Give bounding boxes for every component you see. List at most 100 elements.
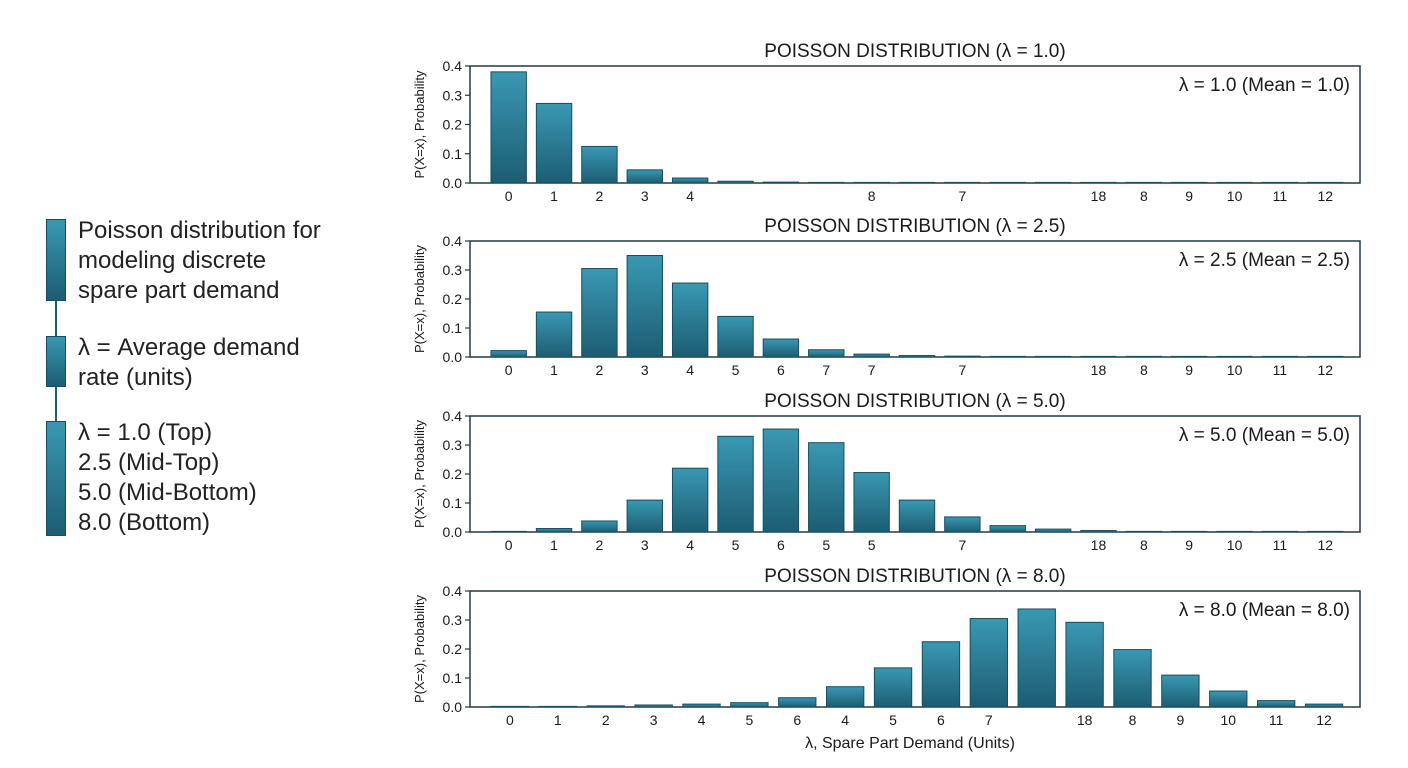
x-tick-label: 1	[550, 362, 558, 378]
bar	[581, 268, 618, 358]
x-tick-label: 4	[841, 712, 849, 728]
chart-panel: POISSON DISTRIBUTION (λ = 5.0) 0.0 0.1 0.2 0…	[412, 391, 1361, 553]
x-tick-label: 18	[1091, 537, 1107, 553]
x-tick-label: 6	[937, 712, 945, 728]
bar	[586, 705, 625, 708]
bar	[490, 350, 527, 358]
bar	[490, 705, 530, 708]
bar	[969, 618, 1009, 708]
y-tick-label: 0.2	[443, 466, 463, 482]
x-tick-label: 2	[596, 362, 604, 378]
legend-swatch	[46, 219, 66, 301]
bar	[1216, 181, 1253, 184]
x-tick-label: 12	[1318, 362, 1334, 378]
legend-connector	[55, 386, 57, 422]
bar	[581, 145, 618, 184]
bar	[730, 702, 769, 708]
y-tick-label: 0.1	[443, 670, 463, 686]
y-tick-label: 0.1	[443, 146, 463, 162]
chart-title: POISSON DISTRIBUTION (λ = 8.0)	[764, 566, 1065, 587]
chart-annotation: λ = 5.0 (Mean = 5.0)	[1179, 425, 1350, 446]
x-tick-label: 8	[868, 188, 876, 204]
x-axis-label: λ, Spare Part Demand (Units)	[805, 735, 1015, 752]
bar	[535, 311, 573, 358]
bar	[1125, 355, 1163, 358]
bar	[1161, 674, 1200, 708]
x-tick-label: 9	[1176, 712, 1184, 728]
bar	[873, 667, 913, 708]
bar	[762, 428, 800, 533]
bar	[490, 530, 527, 533]
x-tick-label: 9	[1185, 362, 1193, 378]
bar	[853, 472, 890, 533]
x-tick-label: 4	[698, 712, 706, 728]
x-tick-label: 3	[641, 188, 649, 204]
x-tick-label: 12	[1316, 712, 1332, 728]
bar	[853, 353, 890, 358]
y-tick-label: 0.3	[443, 437, 463, 453]
bar	[989, 181, 1026, 184]
x-tick-label: 4	[686, 362, 694, 378]
legend-item: Poisson distribution for modeling discre…	[78, 216, 321, 306]
bar	[1307, 355, 1344, 358]
bar	[626, 255, 663, 358]
bar	[808, 181, 845, 184]
legend-line-text: λ = 1.0 (Top)	[78, 419, 213, 446]
legend-connector	[55, 300, 57, 338]
bar	[1209, 690, 1248, 708]
y-tick-label: 0.4	[443, 583, 463, 599]
y-tick-label: 0.4	[443, 233, 463, 249]
bar	[1171, 355, 1208, 358]
x-tick-label: 12	[1318, 188, 1334, 204]
y-tick-label: 0.2	[443, 117, 463, 133]
x-tick-label: 3	[641, 362, 649, 378]
bar	[853, 181, 890, 184]
bar	[1080, 530, 1117, 533]
x-tick-label: 5	[732, 362, 740, 378]
bar	[989, 355, 1026, 358]
x-tick-label: 18	[1077, 712, 1093, 728]
y-tick-label: 0.3	[443, 612, 463, 628]
x-tick-label: 10	[1220, 712, 1236, 728]
chart-panel: POISSON DISTRIBUTION (λ = 8.0) 0.0 0.1 0.2 0…	[412, 566, 1361, 752]
bar	[944, 516, 981, 533]
bar	[1080, 355, 1117, 358]
y-tick-label: 0.4	[443, 58, 463, 74]
chart-annotation: λ = 1.0 (Mean = 1.0)	[1179, 75, 1350, 96]
legend-line-text: 2.5 (Mid-Top)	[78, 449, 220, 476]
bar	[535, 528, 573, 533]
x-tick-label: 1	[554, 712, 562, 728]
bar	[671, 282, 709, 358]
y-tick-label: 0.4	[443, 408, 463, 424]
x-tick-label: 9	[1185, 537, 1193, 553]
bar	[1034, 528, 1072, 533]
y-tick-label: 0.1	[443, 495, 463, 511]
legend-panel: Poisson distribution for modeling discre…	[0, 0, 400, 768]
bar	[581, 520, 618, 533]
y-axis-label: P(X=x), Probability	[412, 244, 427, 353]
bar	[717, 315, 754, 358]
bar	[490, 71, 527, 184]
x-tick-label: 6	[777, 362, 785, 378]
x-tick-label: 7	[958, 362, 966, 378]
legend-line-text: modeling discrete	[78, 247, 267, 274]
x-tick-label: 5	[889, 712, 897, 728]
x-tick-label: 4	[686, 188, 694, 204]
y-tick-label: 0.2	[443, 291, 463, 307]
legend-item: λ = 1.0 (Top) 2.5 (Mid-Top) 5.0 (Mid-Bot…	[78, 418, 257, 538]
bar	[1256, 700, 1296, 708]
x-tick-label: 5	[745, 712, 753, 728]
legend-line-text: spare part demand	[78, 277, 280, 304]
x-tick-label: 7	[822, 362, 830, 378]
bar	[1307, 530, 1344, 533]
x-tick-label: 10	[1227, 537, 1243, 553]
legend-line-text: λ = Average demand	[78, 334, 300, 361]
bar	[626, 499, 663, 533]
x-tick-label: 7	[958, 188, 966, 204]
chart-annotation: λ = 2.5 (Mean = 2.5)	[1179, 250, 1350, 271]
x-tick-label: 5	[868, 537, 876, 553]
x-tick-label: 0	[505, 188, 513, 204]
y-axis-label: P(X=x), Probability	[412, 419, 427, 528]
x-tick-label: 5	[822, 537, 830, 553]
bar	[898, 181, 936, 184]
